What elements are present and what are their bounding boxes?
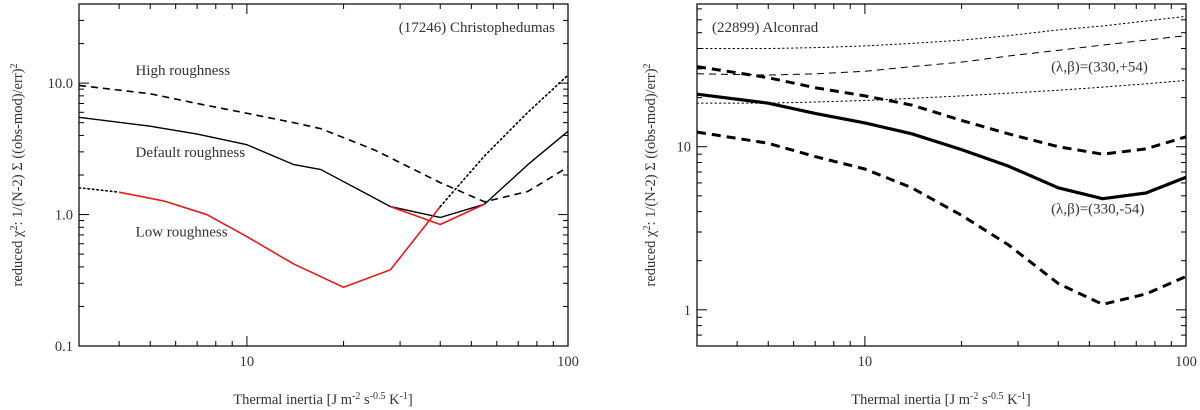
- left-annotation-0: High roughness: [136, 63, 231, 79]
- right-annotation-1: (λ,β)=(330,-54): [1051, 201, 1144, 217]
- left-series-line-4: [390, 203, 485, 226]
- left-series-line-3: [118, 191, 441, 289]
- left-y-tick-label-1: 1.0: [55, 208, 73, 224]
- left-series-line-5: [439, 74, 568, 208]
- right-chart-title: (22899) Alconrad: [712, 20, 819, 36]
- right-plot-frame: [696, 3, 1187, 347]
- left-x-tick-label-0: 10: [240, 354, 255, 370]
- left-annotation-group: High roughness Default roughness Low rough…: [136, 63, 246, 240]
- left-x-tick-label-1: 100: [557, 354, 579, 370]
- right-chart-panel: 10 100 1 10 (22899) Alconrad (λ,β)=(330,+54…: [642, 3, 1197, 409]
- right-x-tick-label-1: 100: [1175, 354, 1197, 370]
- right-y-axis-label: reduced χ2: 1/(N-2) Σ ((obs-mod)/err)2: [642, 64, 660, 287]
- left-x-axis-label: Thermal inertia [J m-2 s-0.5 K-1]: [233, 391, 413, 409]
- left-series-line-0: [79, 84, 568, 203]
- right-annotation-group: (λ,β)=(330,+54) (λ,β)=(330,-54): [1051, 59, 1148, 217]
- right-y-tick-label-1: 10: [677, 140, 692, 156]
- left-annotation-2: Low roughness: [136, 225, 228, 241]
- left-tick-group: 10 100 0.1 1.0 10.0: [48, 3, 579, 370]
- left-annotation-1: Default roughness: [136, 145, 246, 161]
- left-series-group: [79, 74, 568, 289]
- right-y-tick-label-0: 1: [684, 303, 691, 319]
- right-tick-group: 10 100 1 10: [677, 4, 1197, 370]
- left-y-axis-label: reduced χ2: 1/(N-2) Σ ((obs-mod)/err)2: [9, 64, 27, 287]
- right-series-line-3: [697, 65, 1186, 156]
- right-annotation-0: (λ,β)=(330,+54): [1051, 59, 1148, 75]
- right-series-line-1: [697, 35, 1186, 76]
- left-chart-title: (17246) Christophedumas: [399, 20, 555, 36]
- right-series-line-4: [697, 92, 1186, 201]
- right-series-group: [697, 15, 1186, 306]
- left-y-tick-label-0: 0.1: [55, 339, 73, 355]
- left-y-tick-label-2: 10.0: [48, 76, 73, 92]
- left-series-line-2: [79, 186, 120, 193]
- right-x-tick-label-0: 10: [858, 354, 873, 370]
- right-x-axis-label: Thermal inertia [J m-2 s-0.5 K-1]: [851, 391, 1031, 409]
- left-series-line-1: [79, 116, 568, 219]
